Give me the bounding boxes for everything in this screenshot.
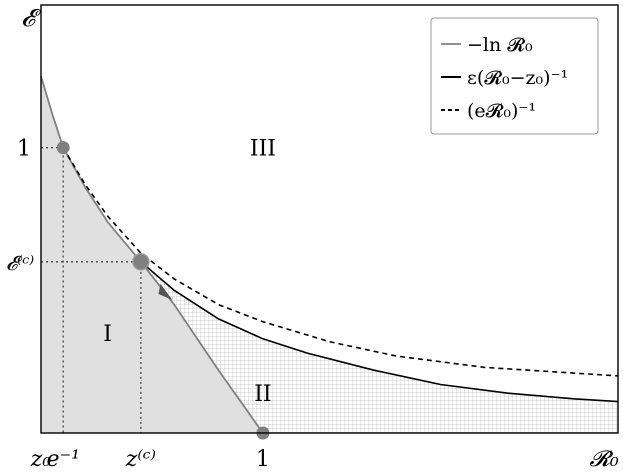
region-label-1: I — [103, 322, 112, 347]
plot-frame — [40, 4, 619, 434]
marker-point-2 — [132, 253, 150, 271]
region-ii-hatch — [140, 261, 618, 433]
y-tick-label-1: 1 — [17, 137, 31, 162]
x-tick-label-4: 1 — [256, 447, 270, 472]
x-tick-label-3: z⁽ᶜ⁾ — [125, 447, 156, 472]
region-label-2: II — [254, 382, 271, 407]
legend-label-2: ε(𝓡₀−z₀)⁻¹ — [467, 67, 568, 89]
legend-label-3: (e𝓡₀)⁻¹ — [467, 100, 536, 122]
x-tick-label-2: e⁻¹ — [46, 447, 79, 472]
y-tick-label-2: 𝓔⁽ᶜ⁾ — [6, 251, 34, 275]
series-line-1 — [40, 76, 264, 434]
legend: −ln 𝓡₀ ε(𝓡₀−z₀)⁻¹ (e𝓡₀)⁻¹ — [430, 17, 599, 135]
direction-arrow — [158, 284, 173, 301]
legend-frame — [430, 17, 599, 135]
x-tick-label-1: z₀ — [30, 447, 52, 472]
legend-label-1: −ln 𝓡₀ — [467, 34, 533, 56]
region-label-3: III — [250, 137, 276, 162]
region-i-fill — [41, 76, 263, 434]
x-axis-label: 𝓡₀ — [589, 447, 619, 472]
y-axis-label: 𝓔 — [21, 4, 41, 32]
series-line-2 — [140, 261, 619, 403]
marker-point-1 — [56, 141, 70, 155]
